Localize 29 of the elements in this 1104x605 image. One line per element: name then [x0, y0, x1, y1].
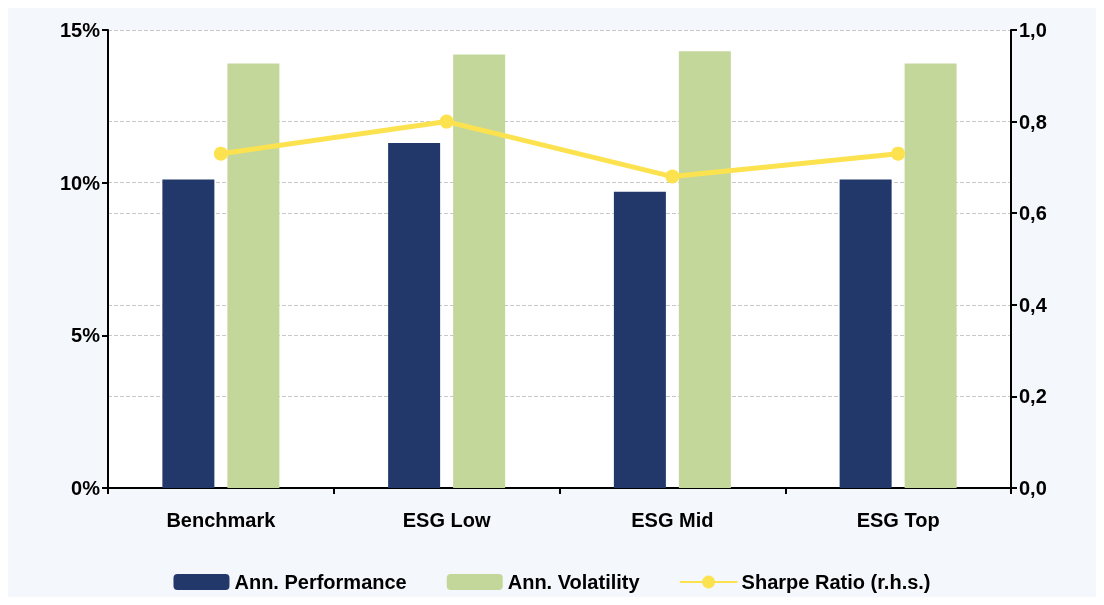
x-tick-label: ESG Top: [856, 509, 940, 531]
legend-label: Ann. Volatility: [507, 571, 641, 593]
y2-tick-label: 0,4: [1019, 293, 1048, 316]
bar: [162, 179, 215, 488]
point: [891, 146, 906, 161]
bar: [904, 63, 957, 488]
x-tick-label: ESG Low: [402, 509, 491, 531]
y2-tick-label: 0,0: [1019, 477, 1047, 499]
y-tick-label: 15%: [59, 19, 101, 41]
y2-tick-label: 0,2: [1019, 385, 1047, 408]
x-tick-label: ESG Mid: [631, 509, 714, 531]
bar: [678, 51, 731, 488]
legend-label: Ann. Performance: [234, 571, 407, 593]
y-tick-label: 10%: [59, 171, 101, 194]
point: [213, 146, 228, 161]
y-tick-label: 0%: [71, 477, 101, 499]
point: [439, 114, 454, 129]
y2-tick-label: 0,8: [1019, 110, 1047, 133]
bar: [388, 142, 441, 488]
bar: [613, 191, 666, 488]
bar: [453, 54, 506, 488]
y-tick-label: 5%: [71, 324, 101, 347]
bar: [227, 63, 280, 488]
legend-label: Sharpe Ratio (r.h.s.): [741, 571, 931, 593]
bar: [839, 179, 892, 488]
y2-tick-label: 1,0: [1019, 19, 1047, 41]
x-tick-label: Benchmark: [166, 509, 277, 531]
point: [665, 169, 680, 184]
y2-tick-label: 0,6: [1019, 202, 1047, 225]
